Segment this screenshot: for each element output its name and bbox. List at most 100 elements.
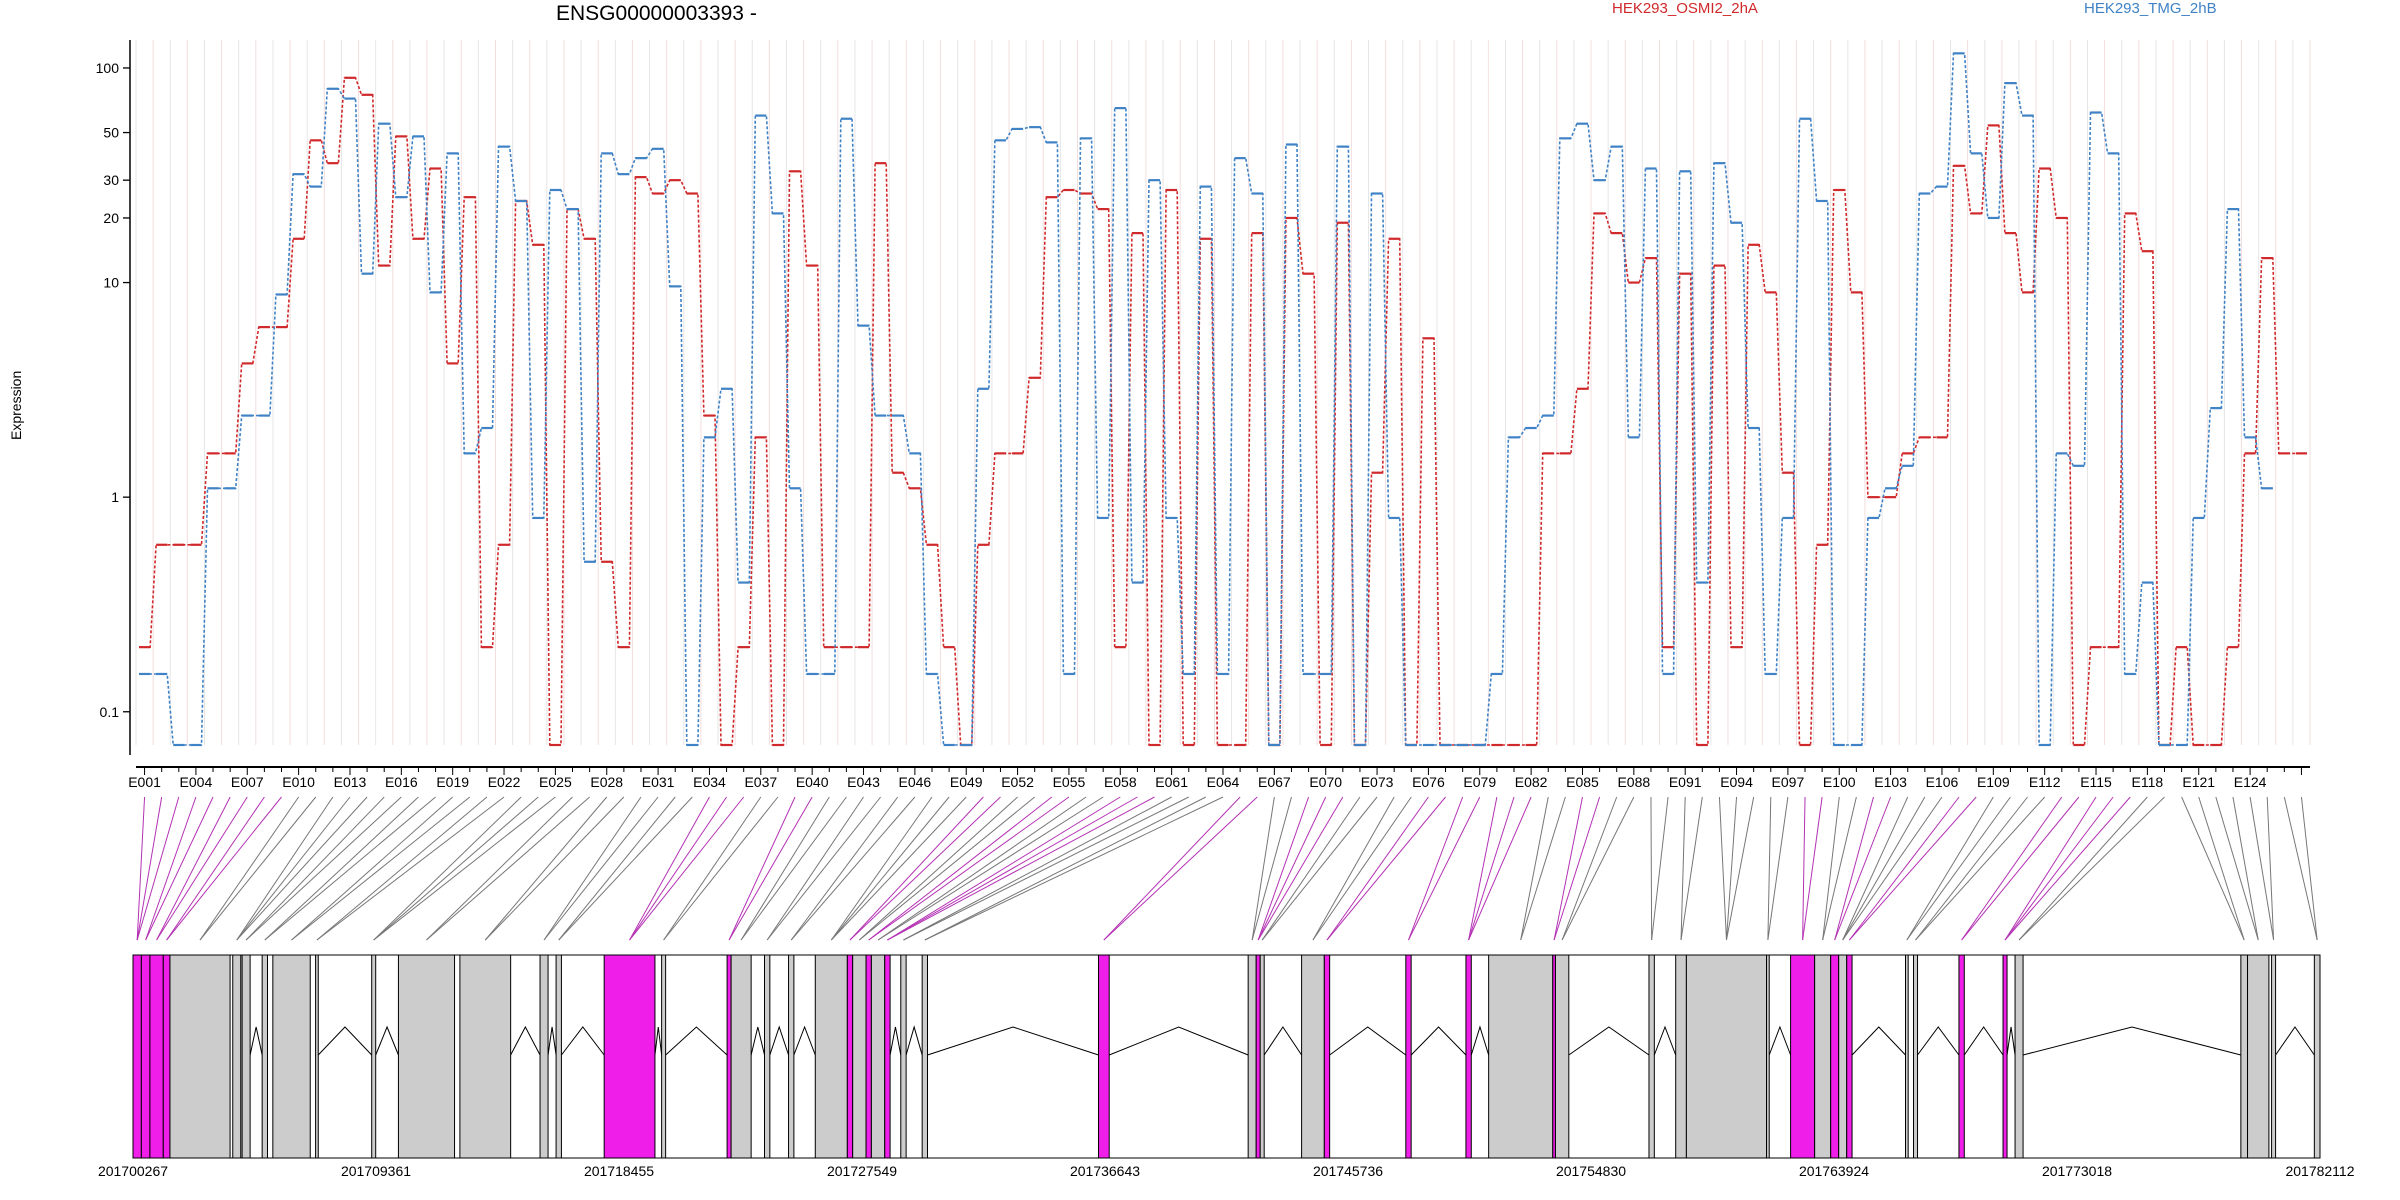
genomic-coordinate-label: 201782112 xyxy=(2285,1163,2354,1179)
exon-connector xyxy=(199,796,317,941)
exon-connector xyxy=(136,796,180,941)
exon-connector xyxy=(236,796,368,941)
y-tick-label: 10 xyxy=(103,275,119,291)
x-tick-label: E013 xyxy=(334,774,367,790)
exon-connector xyxy=(1326,796,1429,941)
x-tick-label: E040 xyxy=(796,774,829,790)
exon-connector xyxy=(558,796,676,941)
exon-connector xyxy=(1680,796,1703,941)
exon-block xyxy=(1301,954,1325,1159)
intron xyxy=(547,1026,557,1056)
exon-block xyxy=(1838,954,1848,1159)
x-tick-label: E100 xyxy=(1823,774,1856,790)
exon-connector xyxy=(1312,796,1395,941)
exon-connector xyxy=(1842,796,1943,941)
exon-connector xyxy=(373,796,539,941)
exon-connector xyxy=(830,796,933,941)
x-tick-label: E025 xyxy=(539,774,572,790)
exon-connector xyxy=(1842,796,1926,941)
exon-connector xyxy=(166,796,282,941)
exon-connector xyxy=(2018,796,2148,941)
exon-block xyxy=(1790,954,1816,1159)
x-tick-label: E058 xyxy=(1104,774,1137,790)
exon-connector xyxy=(291,796,454,941)
exon-connector xyxy=(1257,796,1327,941)
exon-connector xyxy=(199,796,300,941)
exon-block xyxy=(315,954,319,1159)
intron xyxy=(510,1025,541,1056)
intron xyxy=(1851,1026,1906,1056)
exon-connector xyxy=(2004,796,2097,941)
exon-connector xyxy=(558,796,693,941)
exon-connector xyxy=(728,796,813,941)
exon-connector xyxy=(629,796,745,941)
legend-entry-osmi2: HEK293_OSMI2_2hA xyxy=(1612,0,1758,17)
x-tick-label: E028 xyxy=(590,774,623,790)
exon-connector xyxy=(1767,796,1772,941)
exon-connector xyxy=(1725,796,1738,941)
series-lines xyxy=(139,52,2307,747)
exon-connector xyxy=(790,796,899,941)
exon-connector xyxy=(830,796,950,941)
exon-connector xyxy=(1834,796,1892,941)
x-tick-label: E076 xyxy=(1412,774,1445,790)
exon-connector xyxy=(2004,796,2131,941)
x-tick-label: E001 xyxy=(128,774,161,790)
x-tick-label: E106 xyxy=(1926,774,1959,790)
exon-connector xyxy=(291,796,471,941)
intron xyxy=(1470,1025,1490,1056)
exon-connector xyxy=(373,796,556,941)
exon-connector xyxy=(1842,796,1909,941)
y-tick-label: 1 xyxy=(111,489,119,505)
intron xyxy=(2006,1026,2016,1056)
exon-connector xyxy=(2215,796,2259,941)
x-tick-label: E004 xyxy=(180,774,213,790)
exon-connector xyxy=(849,796,984,941)
intron xyxy=(927,1026,1099,1056)
x-tick-label: E022 xyxy=(488,774,521,790)
exon-connector xyxy=(1520,796,1566,941)
intron xyxy=(1410,1026,1467,1056)
y-tick-label: 30 xyxy=(103,172,119,188)
exon-connector xyxy=(740,796,847,941)
exon-connector xyxy=(859,796,1036,941)
x-tick-label: E103 xyxy=(1874,774,1907,790)
exon-connector xyxy=(1312,796,1412,941)
x-tick-label: E043 xyxy=(847,774,880,790)
x-tick-label: E037 xyxy=(744,774,777,790)
x-tick-label: E121 xyxy=(2182,774,2215,790)
gene-model: 201700267 201709361 201718455 201727549 2017… xyxy=(98,954,2355,1179)
exon-connector xyxy=(1849,796,1977,941)
x-tick-label: E088 xyxy=(1617,774,1650,790)
x-tick-label: E016 xyxy=(385,774,418,790)
x-tick-label: E067 xyxy=(1258,774,1291,790)
exon-block xyxy=(1247,954,1257,1159)
exon-block xyxy=(1905,954,1909,1159)
exon-connector xyxy=(1915,796,2046,941)
exon-connector xyxy=(1326,796,1446,941)
genomic-coordinate-label: 201709361 xyxy=(341,1163,411,1179)
x-tick-label: E097 xyxy=(1772,774,1805,790)
exon-connector xyxy=(728,796,796,941)
x-tick-label: E031 xyxy=(642,774,675,790)
x-tick-label: E052 xyxy=(1001,774,1034,790)
exon-connector xyxy=(145,796,197,941)
exon-block xyxy=(1259,954,1265,1159)
exon-connector xyxy=(484,796,608,941)
exon-connectors xyxy=(136,796,2318,941)
exon-block xyxy=(2240,954,2249,1159)
exon-block xyxy=(788,954,795,1159)
x-tick-label: E010 xyxy=(282,774,315,790)
exon-connector xyxy=(1650,796,1653,941)
exon-connector xyxy=(859,796,1018,941)
exon-connector xyxy=(1103,796,1258,941)
exon-connector xyxy=(1961,796,2080,941)
exon-connector xyxy=(629,796,710,941)
exon-connector xyxy=(877,796,1087,941)
exon-block xyxy=(2271,954,2277,1159)
exon-block xyxy=(232,954,242,1159)
exon-connector xyxy=(887,796,1155,941)
intron xyxy=(1963,1026,2004,1056)
exon-connector xyxy=(245,796,385,941)
